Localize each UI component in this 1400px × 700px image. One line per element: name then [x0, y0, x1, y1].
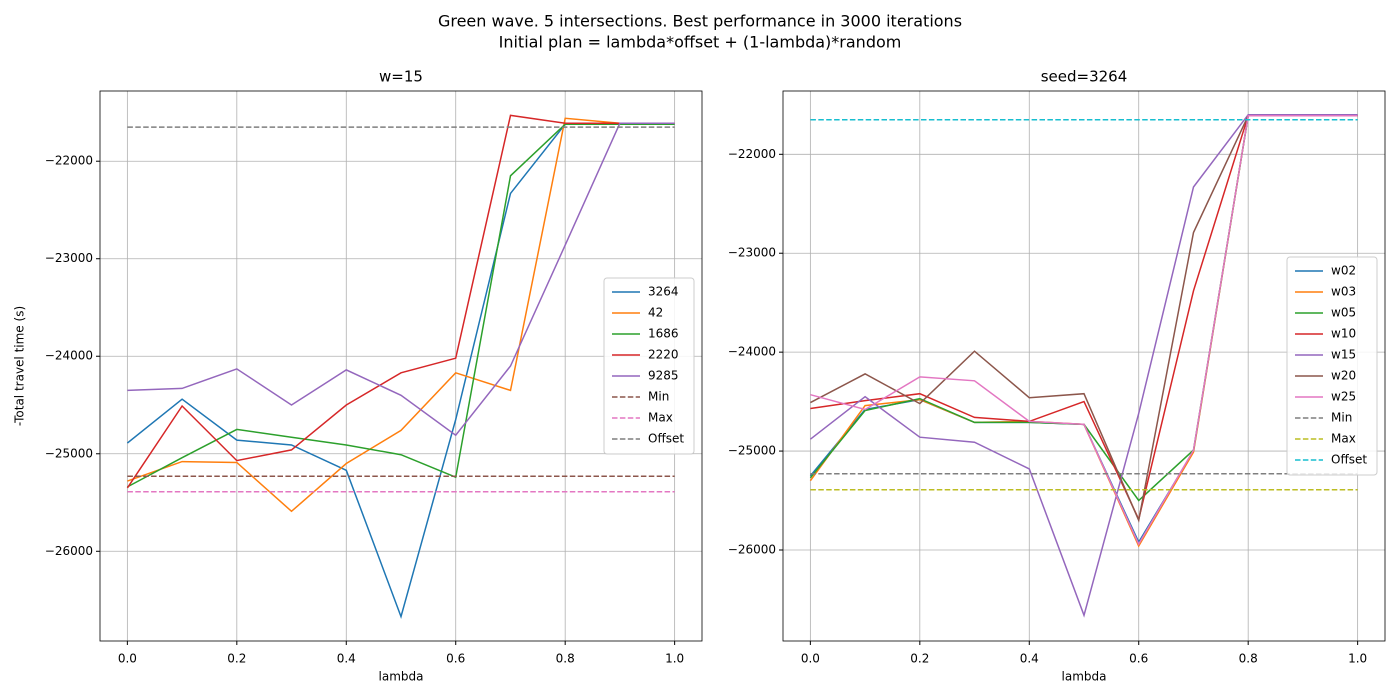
series-line [810, 114, 1358, 546]
legend-label: w02 [1331, 264, 1356, 278]
y-tick-label: −22000 [45, 154, 93, 168]
axes-frame [782, 90, 1386, 642]
x-tick-label: 1.0 [665, 652, 684, 666]
series-line [809, 114, 1358, 502]
y-axis-label: -Total travel time (s) [13, 306, 27, 426]
figure-title: Green wave. 5 intersections. Best perfor… [438, 12, 962, 31]
legend-label: Offset [1331, 453, 1367, 467]
y-tick-label: −23000 [45, 251, 93, 265]
x-tick-label: 0.2 [227, 652, 246, 666]
legend-label: 2220 [648, 348, 679, 362]
legend-label: w03 [1331, 285, 1356, 299]
y-tick-label: −25000 [728, 444, 776, 458]
y-tick-label: −24000 [728, 345, 776, 359]
series-line [809, 113, 1358, 618]
legend-label: Min [648, 390, 669, 404]
legend-label: Offset [648, 432, 684, 446]
x-axis-label: lambda [1062, 670, 1107, 684]
series-line [127, 122, 675, 437]
legend-label: Max [1331, 432, 1356, 446]
y-tick-label: −24000 [45, 349, 93, 363]
series-line [127, 123, 675, 488]
legend-box [1286, 256, 1378, 476]
axes-frame [99, 90, 703, 642]
figure-subtitle: Initial plan = lambda*offset + (1-lambda… [499, 33, 902, 52]
legend-label: w25 [1331, 390, 1356, 404]
legend-label: 9285 [648, 369, 679, 383]
y-tick-label: −26000 [728, 542, 776, 556]
axes-title: seed=3264 [1041, 68, 1128, 86]
series-line [810, 114, 1358, 522]
legend-label: w15 [1331, 348, 1356, 362]
series-line [810, 114, 1358, 523]
y-tick-label: −25000 [45, 446, 93, 460]
x-axis-label: lambda [379, 670, 424, 684]
legend-label: Min [1331, 411, 1352, 425]
axes-title: w=15 [379, 68, 423, 86]
y-tick-label: −26000 [45, 544, 93, 558]
x-tick-label: 0.8 [1239, 652, 1258, 666]
legend-label: Max [648, 411, 673, 425]
legend-label: 3264 [648, 285, 679, 299]
x-tick-label: 0.2 [910, 652, 929, 666]
series-line [127, 117, 675, 513]
x-tick-label: 0.6 [1129, 652, 1148, 666]
legend-label: w20 [1331, 369, 1356, 383]
x-tick-label: 0.0 [118, 652, 137, 666]
x-tick-label: 0.0 [801, 652, 820, 666]
y-tick-label: −23000 [728, 246, 776, 260]
legend-box [603, 277, 695, 455]
x-tick-label: 0.4 [1020, 652, 1039, 666]
x-tick-label: 0.6 [446, 652, 465, 666]
series-line [809, 114, 1358, 544]
legend-label: 1686 [648, 327, 679, 341]
legend-label: w05 [1331, 306, 1356, 320]
series-line [809, 114, 1358, 548]
legend-label: w10 [1331, 327, 1356, 341]
series-line [126, 114, 675, 489]
x-tick-label: 0.4 [337, 652, 356, 666]
series-line [126, 123, 675, 620]
x-tick-label: 0.8 [556, 652, 575, 666]
legend-label: 42 [648, 306, 663, 320]
y-tick-label: −22000 [728, 147, 776, 161]
x-tick-label: 1.0 [1348, 652, 1367, 666]
